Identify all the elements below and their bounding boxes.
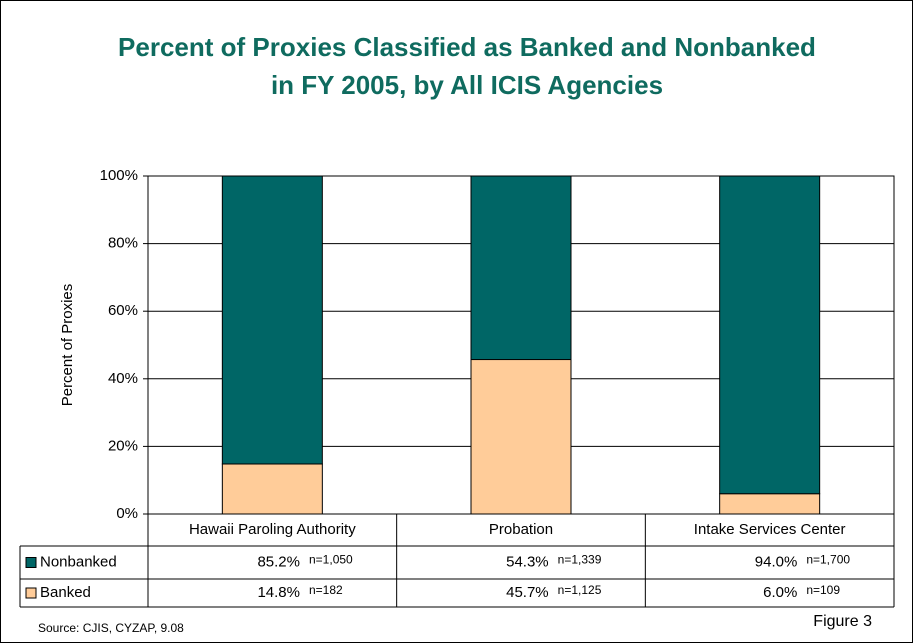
legend-label: Banked — [40, 584, 91, 601]
y-tick-label: 20% — [108, 437, 138, 454]
y-tick-label: 0% — [116, 505, 138, 522]
value-label: 54.3% — [506, 553, 549, 570]
count-label: n=1,339 — [558, 553, 602, 567]
bar-segment — [221, 175, 323, 465]
legend-label: Nonbanked — [40, 553, 117, 570]
value-label: 14.8% — [257, 584, 300, 601]
x-tick-label: Probation — [489, 521, 553, 538]
legend-swatch — [25, 587, 37, 599]
count-label: n=1,700 — [806, 553, 850, 567]
x-tick-label: Hawaii Paroling Authority — [189, 521, 356, 538]
value-label: 85.2% — [257, 553, 300, 570]
count-label: n=109 — [806, 583, 840, 597]
y-tick-label: 80% — [108, 235, 138, 252]
count-label: n=1,050 — [309, 553, 353, 567]
value-label: 45.7% — [506, 584, 549, 601]
y-axis-label: Percent of Proxies — [59, 284, 76, 407]
value-label: 6.0% — [763, 584, 797, 601]
source-note: Source: CJIS, CYZAP, 9.08 — [38, 621, 184, 635]
bar-segment — [470, 359, 572, 515]
count-label: n=1,125 — [558, 583, 602, 597]
y-tick-label: 40% — [108, 370, 138, 387]
bar-segment — [719, 493, 821, 515]
y-tick-label: 100% — [100, 167, 138, 184]
legend-swatch — [25, 557, 37, 568]
bar-segment — [719, 175, 821, 495]
figure-label: Figure 3 — [813, 613, 872, 630]
x-tick-label: Intake Services Center — [694, 521, 846, 538]
bar-segment — [470, 175, 572, 361]
count-label: n=182 — [309, 583, 343, 597]
bar-segment — [221, 463, 323, 515]
y-tick-label: 60% — [108, 302, 138, 319]
chart-title: Percent of Proxies Classified as Banked … — [118, 32, 816, 100]
value-label: 94.0% — [755, 553, 798, 570]
